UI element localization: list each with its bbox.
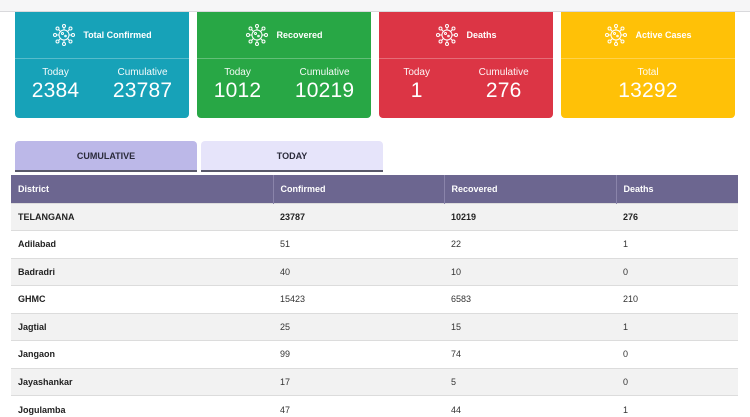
recovered-cell: 10219 bbox=[444, 202, 616, 231]
card-header: Active Cases bbox=[561, 12, 735, 59]
virus-icon bbox=[605, 24, 628, 46]
today-value: 2384 bbox=[31, 79, 80, 102]
cumulative-stat: Cumulative 276 bbox=[479, 67, 529, 103]
confirmed-cell: 15423 bbox=[273, 285, 444, 313]
recovered-cell: 74 bbox=[444, 340, 616, 368]
deaths-card: Deaths Today 1 Cumulative 276 bbox=[379, 12, 553, 118]
card-header: Total Confirmed bbox=[15, 12, 189, 59]
deaths-cell: 210 bbox=[616, 285, 738, 313]
deaths-cell: 1 bbox=[616, 312, 738, 341]
cumulative-label: Cumulative bbox=[478, 67, 529, 78]
table-row: Jogulamba 47 44 1 bbox=[11, 395, 738, 417]
confirmed-cell: 17 bbox=[273, 367, 444, 396]
district-cell: Jagtial bbox=[11, 312, 273, 341]
today-label: Today bbox=[224, 67, 251, 78]
recovered-cell: 44 bbox=[444, 395, 616, 417]
deaths-cell: 0 bbox=[616, 257, 738, 286]
summary-cards: Total Confirmed Today 2384 Cumulative 23… bbox=[0, 12, 750, 118]
virus-icon bbox=[53, 24, 76, 46]
recovered-card: Recovered Today 1012 Cumulative 10219 bbox=[197, 12, 371, 118]
deaths-cell: 1 bbox=[616, 395, 738, 417]
tab-cumulative[interactable]: CUMULATIVE bbox=[15, 141, 197, 172]
column-header-district[interactable]: District bbox=[11, 175, 273, 203]
confirmed-cell: 40 bbox=[273, 257, 444, 286]
top-bar bbox=[0, 0, 750, 12]
table-row: Badradri 40 10 0 bbox=[11, 257, 738, 286]
table-row: GHMC 15423 6583 210 bbox=[11, 285, 738, 313]
table-row: Jagtial 25 15 1 bbox=[11, 312, 738, 341]
district-table: District Confirmed Recovered Deaths TELA… bbox=[11, 175, 738, 417]
today-label: Today bbox=[42, 67, 69, 78]
confirmed-cell: 51 bbox=[273, 230, 444, 258]
cumulative-label: Cumulative bbox=[299, 67, 350, 78]
column-header-deaths[interactable]: Deaths bbox=[615, 175, 738, 203]
virus-icon bbox=[246, 24, 269, 46]
district-cell: Jogulamba bbox=[11, 395, 273, 417]
cumulative-stat: Cumulative 23787 bbox=[113, 67, 172, 103]
deaths-cell: 0 bbox=[616, 367, 738, 396]
district-cell: Adilabad bbox=[11, 230, 273, 258]
district-cell: GHMC bbox=[11, 285, 273, 313]
recovered-cell: 10 bbox=[444, 257, 616, 286]
district-cell: Jangaon bbox=[11, 340, 273, 368]
card-title: Total Confirmed bbox=[83, 30, 152, 40]
column-header-recovered[interactable]: Recovered bbox=[443, 175, 616, 203]
table-row: Jangaon 99 74 0 bbox=[11, 340, 738, 368]
virus-icon bbox=[436, 24, 459, 46]
table-header-row: District Confirmed Recovered Deaths bbox=[11, 175, 738, 203]
deaths-cell: 0 bbox=[616, 340, 738, 368]
cumulative-value: 23787 bbox=[112, 79, 173, 102]
cumulative-label: Cumulative bbox=[117, 67, 168, 78]
recovered-cell: 22 bbox=[444, 230, 616, 258]
total-value: 13292 bbox=[618, 79, 678, 102]
card-title: Recovered bbox=[276, 30, 323, 40]
tab-today[interactable]: TODAY bbox=[201, 141, 383, 172]
district-cell: Jayashankar bbox=[11, 367, 273, 396]
confirmed-cell: 25 bbox=[273, 312, 444, 341]
confirmed-cell: 23787 bbox=[273, 202, 444, 231]
card-title: Active Cases bbox=[635, 30, 692, 40]
card-title: Deaths bbox=[466, 30, 497, 40]
today-stat: Today 2384 bbox=[32, 67, 80, 103]
table-row: Adilabad 51 22 1 bbox=[11, 230, 738, 258]
confirmed-cell: 47 bbox=[273, 395, 444, 417]
active-cases-card: Active Cases Total 13292 bbox=[561, 12, 735, 118]
card-header: Recovered bbox=[197, 12, 371, 59]
today-stat: Today 1012 bbox=[214, 67, 262, 103]
table-row: Jayashankar 17 5 0 bbox=[11, 367, 738, 396]
cumulative-value: 276 bbox=[485, 79, 522, 102]
district-cell: Badradri bbox=[11, 257, 273, 286]
today-label: Today bbox=[403, 67, 430, 78]
total-confirmed-card: Total Confirmed Today 2384 Cumulative 23… bbox=[15, 12, 189, 118]
deaths-cell: 1 bbox=[616, 230, 738, 258]
recovered-cell: 15 bbox=[444, 312, 616, 341]
column-header-confirmed[interactable]: Confirmed bbox=[272, 175, 444, 203]
table-row-total: TELANGANA 23787 10219 276 bbox=[11, 202, 738, 231]
recovered-cell: 5 bbox=[444, 367, 616, 396]
total-stat: Total 13292 bbox=[618, 67, 677, 103]
confirmed-cell: 99 bbox=[273, 340, 444, 368]
deaths-cell: 276 bbox=[616, 202, 738, 231]
cumulative-value: 10219 bbox=[294, 79, 355, 102]
today-value: 1012 bbox=[213, 79, 262, 102]
today-stat: Today 1 bbox=[403, 67, 430, 103]
total-label: Total bbox=[637, 67, 659, 78]
district-cell: TELANGANA bbox=[11, 202, 273, 231]
card-header: Deaths bbox=[379, 12, 553, 59]
today-value: 1 bbox=[410, 79, 423, 102]
cumulative-stat: Cumulative 10219 bbox=[295, 67, 354, 103]
recovered-cell: 6583 bbox=[444, 285, 616, 313]
